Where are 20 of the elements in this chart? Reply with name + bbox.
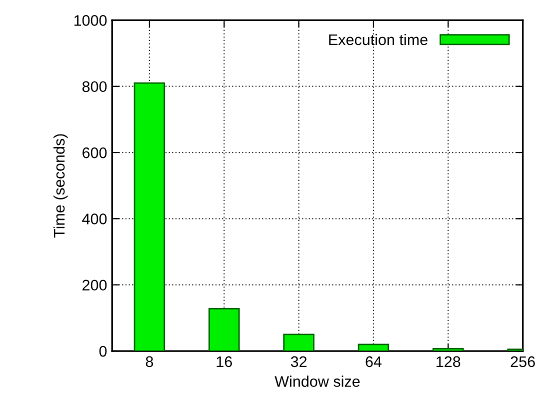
y-tick-label: 0 xyxy=(99,346,107,357)
y-tick-label: 200 xyxy=(82,280,107,291)
x-tick-label: 64 xyxy=(366,356,382,368)
bar xyxy=(432,348,464,352)
x-tick-label: 32 xyxy=(290,356,307,368)
x-axis-title: Window size xyxy=(274,376,360,387)
y-tick-label: 800 xyxy=(82,81,107,92)
bar xyxy=(283,334,314,352)
bar xyxy=(358,344,390,352)
x-tick-label: 8 xyxy=(146,356,154,368)
x-tick-label: 256 xyxy=(510,356,535,368)
y-axis-title: Time (seconds) xyxy=(53,134,68,238)
bar xyxy=(134,82,166,352)
x-tick-label: 16 xyxy=(216,356,232,368)
y-tick-label: 1000 xyxy=(74,15,107,26)
x-tick-label: 128 xyxy=(436,356,460,368)
legend-label: Execution time xyxy=(329,34,428,46)
bar xyxy=(208,308,240,352)
y-tick-label: 400 xyxy=(82,214,107,224)
y-tick-label: 600 xyxy=(82,147,107,158)
